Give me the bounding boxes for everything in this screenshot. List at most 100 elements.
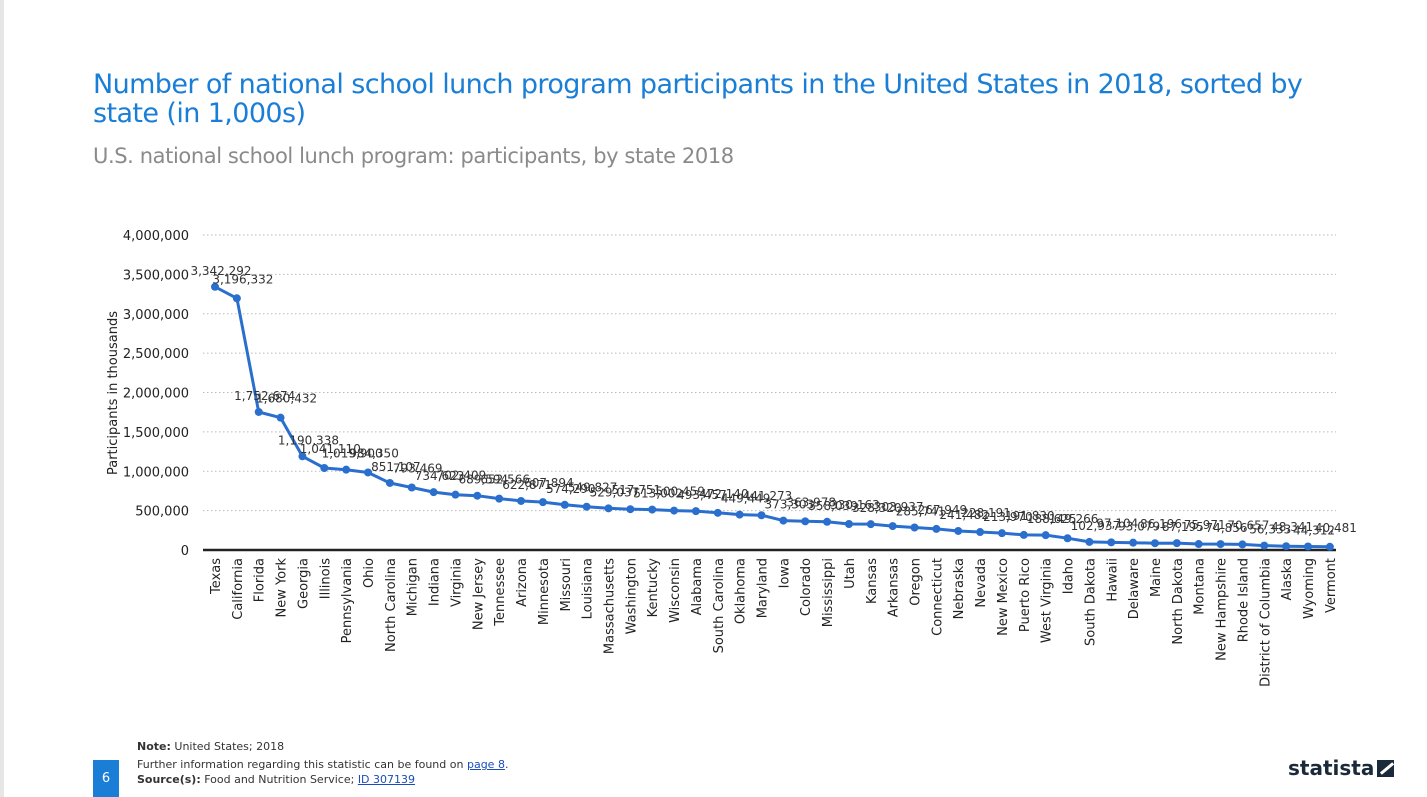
data-label: 48,341: [1271, 520, 1313, 534]
data-label: 93,079: [1118, 520, 1160, 534]
further-info-text: Further information regarding this stati…: [137, 758, 464, 771]
data-point: [757, 511, 766, 520]
data-label: 984,350: [349, 446, 399, 460]
x-tick-label: Idaho: [1062, 558, 1077, 594]
x-tick-label: Puerto Rico: [1018, 558, 1033, 632]
data-label: 56,333: [1249, 523, 1291, 537]
data-point: [232, 294, 241, 303]
x-tick-label: Oklahoma: [734, 558, 749, 624]
data-point: [1304, 542, 1312, 551]
x-tick-label: Arizona: [515, 558, 530, 607]
data-point: [997, 529, 1006, 538]
data-label: 493,457: [677, 488, 727, 502]
data-label: 191,830: [1005, 509, 1055, 523]
data-point: [211, 282, 219, 291]
data-label: 851,107: [371, 460, 421, 474]
x-tick-label: Iowa: [777, 558, 792, 588]
source-link[interactable]: ID 307139: [357, 773, 416, 786]
brand-name: statista: [1288, 756, 1375, 780]
x-tick-label: Utah: [843, 558, 858, 589]
y-tick-label: 1,000,000: [123, 465, 189, 480]
data-label: 373,303: [765, 498, 815, 512]
x-tick-label: Pennsylvania: [340, 558, 355, 643]
data-label: 549,827: [568, 481, 618, 495]
x-tick-label: Massachusetts: [602, 558, 617, 654]
x-tick-label: Vermont: [1324, 558, 1339, 613]
x-tick-label: North Dakota: [1171, 558, 1186, 645]
data-point: [1260, 541, 1269, 550]
data-label: 102,937: [1071, 519, 1121, 533]
data-label: 1,041,110: [300, 442, 361, 456]
data-label: 303,937: [874, 500, 924, 514]
x-tick-label: Indiana: [428, 558, 443, 606]
data-point: [648, 505, 657, 514]
data-label: 86,196: [1140, 517, 1182, 531]
data-point: [495, 494, 504, 503]
y-tick-label: 2,000,000: [123, 387, 189, 402]
data-point: [385, 478, 394, 487]
left-edge-strip: [0, 0, 4, 797]
data-point: [910, 523, 919, 532]
x-tick-label: New Jersey: [471, 558, 486, 630]
data-point: [517, 496, 526, 505]
x-tick-label: Alabama: [690, 558, 705, 615]
data-label: 74,856: [1206, 521, 1248, 535]
page-number: 6: [93, 760, 119, 797]
x-tick-label: Hawaii: [1105, 558, 1120, 602]
data-point: [429, 488, 438, 497]
y-tick-label: 500,000: [135, 505, 189, 520]
data-point: [1172, 539, 1181, 548]
x-tick-label: Tennessee: [493, 558, 508, 627]
data-label: 188,625: [1027, 512, 1077, 526]
data-point: [954, 526, 963, 535]
source-label: Source(s):: [137, 773, 201, 786]
x-tick-label: Michigan: [406, 558, 421, 616]
x-tick-label: Arkansas: [887, 558, 902, 617]
x-tick-label: New Hampshire: [1215, 558, 1230, 661]
x-axis-ticks: Texas California Florida New York Georgia Ill…: [209, 558, 1339, 687]
x-tick-label: Maryland: [756, 558, 771, 618]
data-point: [407, 483, 416, 492]
data-label: 622,871: [502, 478, 552, 492]
chart-title: Number of national school lunch program …: [93, 69, 1303, 129]
footer-notes: Note: United States; 2018 Further inform…: [137, 739, 508, 787]
data-point: [1019, 530, 1028, 539]
x-tick-label: Louisiana: [581, 558, 596, 619]
data-point: [342, 465, 351, 474]
data-point: [298, 452, 307, 461]
x-tick-label: Nevada: [974, 558, 989, 608]
statista-logo-icon: [1377, 759, 1395, 777]
x-tick-label: Missouri: [559, 558, 574, 612]
y-tick-label: 2,500,000: [123, 347, 189, 362]
data-label: 652,566: [480, 473, 530, 487]
data-point: [254, 407, 263, 416]
note-line: Note: United States; 2018: [137, 739, 508, 754]
source-text: Food and Nutrition Service;: [204, 773, 355, 786]
x-tick-label: North Carolina: [384, 558, 399, 652]
data-label: 97,104: [1096, 516, 1138, 530]
statista-logo: statista: [1288, 756, 1395, 780]
data-point: [1282, 542, 1291, 551]
data-label: 228,191: [961, 506, 1011, 520]
data-label: 149,266: [1049, 512, 1099, 526]
data-point: [735, 510, 744, 519]
x-tick-label: Colorado: [799, 558, 814, 616]
data-point: [1194, 540, 1203, 549]
x-tick-label: South Dakota: [1083, 558, 1098, 646]
data-point: [823, 517, 832, 526]
data-label: 363,978: [786, 495, 836, 509]
data-point: [779, 516, 788, 525]
further-info-link[interactable]: page 8: [466, 758, 505, 771]
data-label: 267,949: [918, 503, 968, 517]
x-tick-label: South Carolina: [712, 558, 727, 653]
x-tick-label: California: [231, 558, 246, 620]
x-tick-label: Wisconsin: [668, 558, 683, 623]
data-point: [582, 502, 591, 511]
x-tick-label: Nebraska: [952, 558, 967, 619]
data-point: [1063, 534, 1072, 543]
data-label: 472,140: [699, 487, 749, 501]
data-label: 241,482: [939, 508, 989, 522]
chart-subtitle: U.S. national school lunch program: part…: [93, 144, 734, 168]
x-tick-label: Washington: [624, 558, 639, 634]
data-point: [626, 505, 635, 514]
